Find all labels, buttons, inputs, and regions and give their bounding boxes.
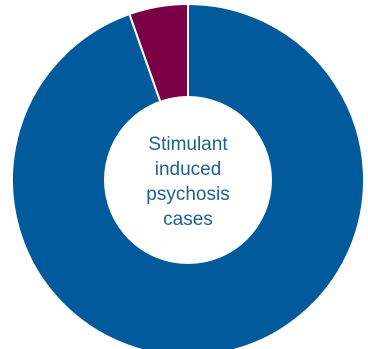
center-label-line-3: psychosis — [146, 184, 229, 205]
center-label-line-1: Stimulant — [148, 134, 228, 155]
center-label-line-4: cases — [163, 209, 213, 230]
center-label-line-2: induced — [155, 159, 222, 180]
center-label: Stimulant induced psychosis cases — [146, 134, 229, 230]
donut-hole — [104, 96, 272, 264]
